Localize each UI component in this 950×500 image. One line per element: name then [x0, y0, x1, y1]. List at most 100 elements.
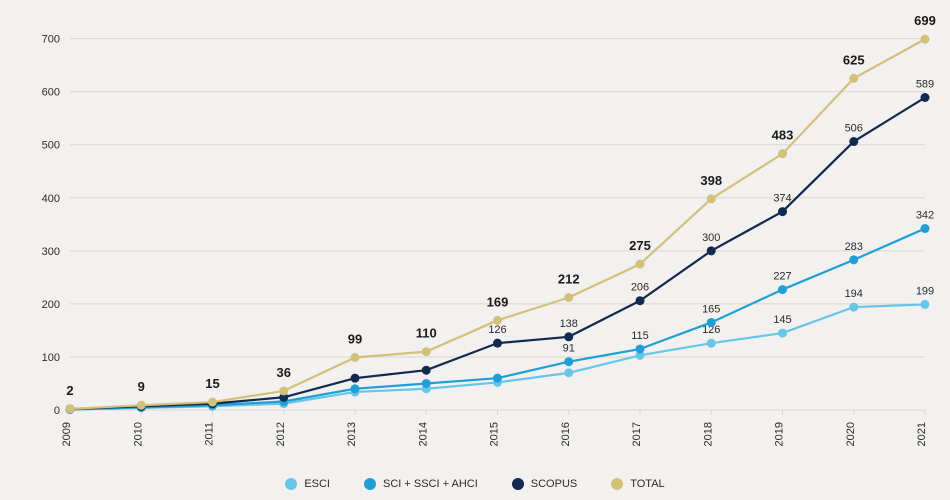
- x-tick-label: 2018: [702, 422, 714, 446]
- legend-swatch: [512, 478, 524, 490]
- series-marker-scopus: [921, 93, 930, 102]
- x-tick-label: 2021: [916, 422, 928, 446]
- series-marker-total: [564, 293, 573, 302]
- data-label-total: 36: [277, 365, 291, 380]
- series-marker-total: [493, 316, 502, 325]
- x-tick-label: 2011: [204, 422, 216, 446]
- series-marker-scopus: [493, 339, 502, 348]
- x-tick-label: 2012: [275, 422, 287, 446]
- x-tick-label: 2020: [845, 422, 857, 446]
- data-label-sci_ssci_ahci: 115: [631, 330, 649, 342]
- legend-item-scopus: SCOPUS: [512, 478, 577, 490]
- series-marker-esci: [707, 339, 716, 348]
- series-marker-total: [208, 398, 217, 407]
- y-tick-label: 500: [42, 140, 60, 152]
- data-label-sci_ssci_ahci: 283: [845, 241, 863, 253]
- legend-swatch: [285, 478, 297, 490]
- data-label-sci_ssci_ahci: 91: [563, 343, 575, 355]
- data-label-total: 483: [772, 128, 794, 143]
- y-tick-label: 400: [42, 193, 60, 205]
- y-tick-label: 100: [42, 352, 60, 364]
- series-marker-sci_ssci_ahci: [422, 379, 431, 388]
- data-label-esci: 145: [773, 314, 791, 326]
- data-label-scopus: 206: [631, 282, 649, 294]
- data-label-scopus: 126: [488, 324, 506, 336]
- series-marker-scopus: [849, 137, 858, 146]
- x-tick-label: 2019: [774, 422, 786, 446]
- data-label-total: 110: [416, 326, 437, 341]
- series-marker-esci: [564, 368, 573, 377]
- data-label-total: 9: [138, 379, 145, 394]
- data-label-total: 212: [558, 272, 580, 287]
- series-marker-total: [66, 404, 75, 413]
- legend-swatch: [611, 478, 623, 490]
- y-tick-label: 700: [42, 34, 60, 46]
- legend: ESCI SCI + SSCI + AHCI SCOPUS TOTAL: [0, 478, 950, 490]
- series-marker-sci_ssci_ahci: [707, 318, 716, 327]
- series-marker-total: [849, 74, 858, 83]
- data-label-total: 625: [843, 52, 865, 67]
- series-marker-total: [707, 194, 716, 203]
- data-label-sci_ssci_ahci: 342: [916, 210, 934, 222]
- legend-label: SCI + SSCI + AHCI: [383, 478, 478, 490]
- legend-label: ESCI: [304, 478, 330, 490]
- chart-svg: 0 100 200 300 400 500 600 700 2009 2010 2011 2012 20…: [0, 0, 950, 500]
- data-label-total: 398: [700, 173, 722, 188]
- series-marker-scopus: [564, 332, 573, 341]
- series-marker-sci_ssci_ahci: [351, 384, 360, 393]
- y-tick-label: 600: [42, 87, 60, 99]
- series-marker-sci_ssci_ahci: [921, 224, 930, 233]
- x-tick-label: 2017: [631, 422, 643, 446]
- series-marker-sci_ssci_ahci: [849, 255, 858, 264]
- legend-label: TOTAL: [630, 478, 664, 490]
- series-marker-scopus: [351, 374, 360, 383]
- data-label-scopus: 374: [773, 193, 791, 205]
- data-label-sci_ssci_ahci: 227: [773, 271, 791, 283]
- data-label-total: 99: [348, 331, 362, 346]
- x-tick-label: 2014: [417, 422, 429, 446]
- series-marker-scopus: [778, 207, 787, 216]
- data-label-sci_ssci_ahci: 165: [702, 303, 720, 315]
- line-chart: 0 100 200 300 400 500 600 700 2009 2010 2011 2012 20…: [0, 0, 950, 500]
- data-label-total: 275: [629, 238, 651, 253]
- data-label-total: 699: [914, 13, 936, 28]
- series-marker-sci_ssci_ahci: [778, 285, 787, 294]
- series-marker-scopus: [636, 296, 645, 305]
- series-marker-total: [351, 353, 360, 362]
- series-marker-total: [422, 347, 431, 356]
- series-marker-sci_ssci_ahci: [493, 374, 502, 383]
- data-label-total: 15: [205, 376, 219, 391]
- data-label-esci: 199: [916, 285, 934, 297]
- legend-swatch: [364, 478, 376, 490]
- series-marker-scopus: [422, 366, 431, 375]
- y-tick-label: 0: [54, 405, 60, 417]
- series-marker-sci_ssci_ahci: [564, 357, 573, 366]
- series-marker-total: [279, 386, 288, 395]
- series-marker-total: [137, 401, 146, 410]
- series-marker-esci: [921, 300, 930, 309]
- y-tick-label: 200: [42, 299, 60, 311]
- series-marker-sci_ssci_ahci: [636, 344, 645, 353]
- data-label-total: 169: [487, 294, 509, 309]
- series-marker-scopus: [707, 246, 716, 255]
- legend-item-sci_ssci_ahci: SCI + SSCI + AHCI: [364, 478, 478, 490]
- legend-label: SCOPUS: [531, 478, 577, 490]
- legend-item-total: TOTAL: [611, 478, 664, 490]
- data-label-scopus: 300: [702, 232, 720, 244]
- data-label-scopus: 589: [916, 79, 934, 91]
- data-label-total: 2: [66, 383, 73, 398]
- series-marker-esci: [778, 329, 787, 338]
- x-tick-label: 2016: [560, 422, 572, 446]
- x-tick-label: 2015: [489, 422, 501, 446]
- series-marker-esci: [849, 303, 858, 312]
- x-tick-label: 2013: [346, 422, 358, 446]
- data-label-scopus: 138: [560, 318, 578, 330]
- y-tick-label: 300: [42, 246, 60, 258]
- series-marker-total: [636, 260, 645, 269]
- series-marker-total: [778, 149, 787, 158]
- x-tick-label: 2010: [132, 422, 144, 446]
- legend-item-esci: ESCI: [285, 478, 330, 490]
- data-label-scopus: 506: [845, 123, 863, 135]
- series-marker-total: [921, 35, 930, 44]
- x-tick-label: 2009: [61, 422, 73, 446]
